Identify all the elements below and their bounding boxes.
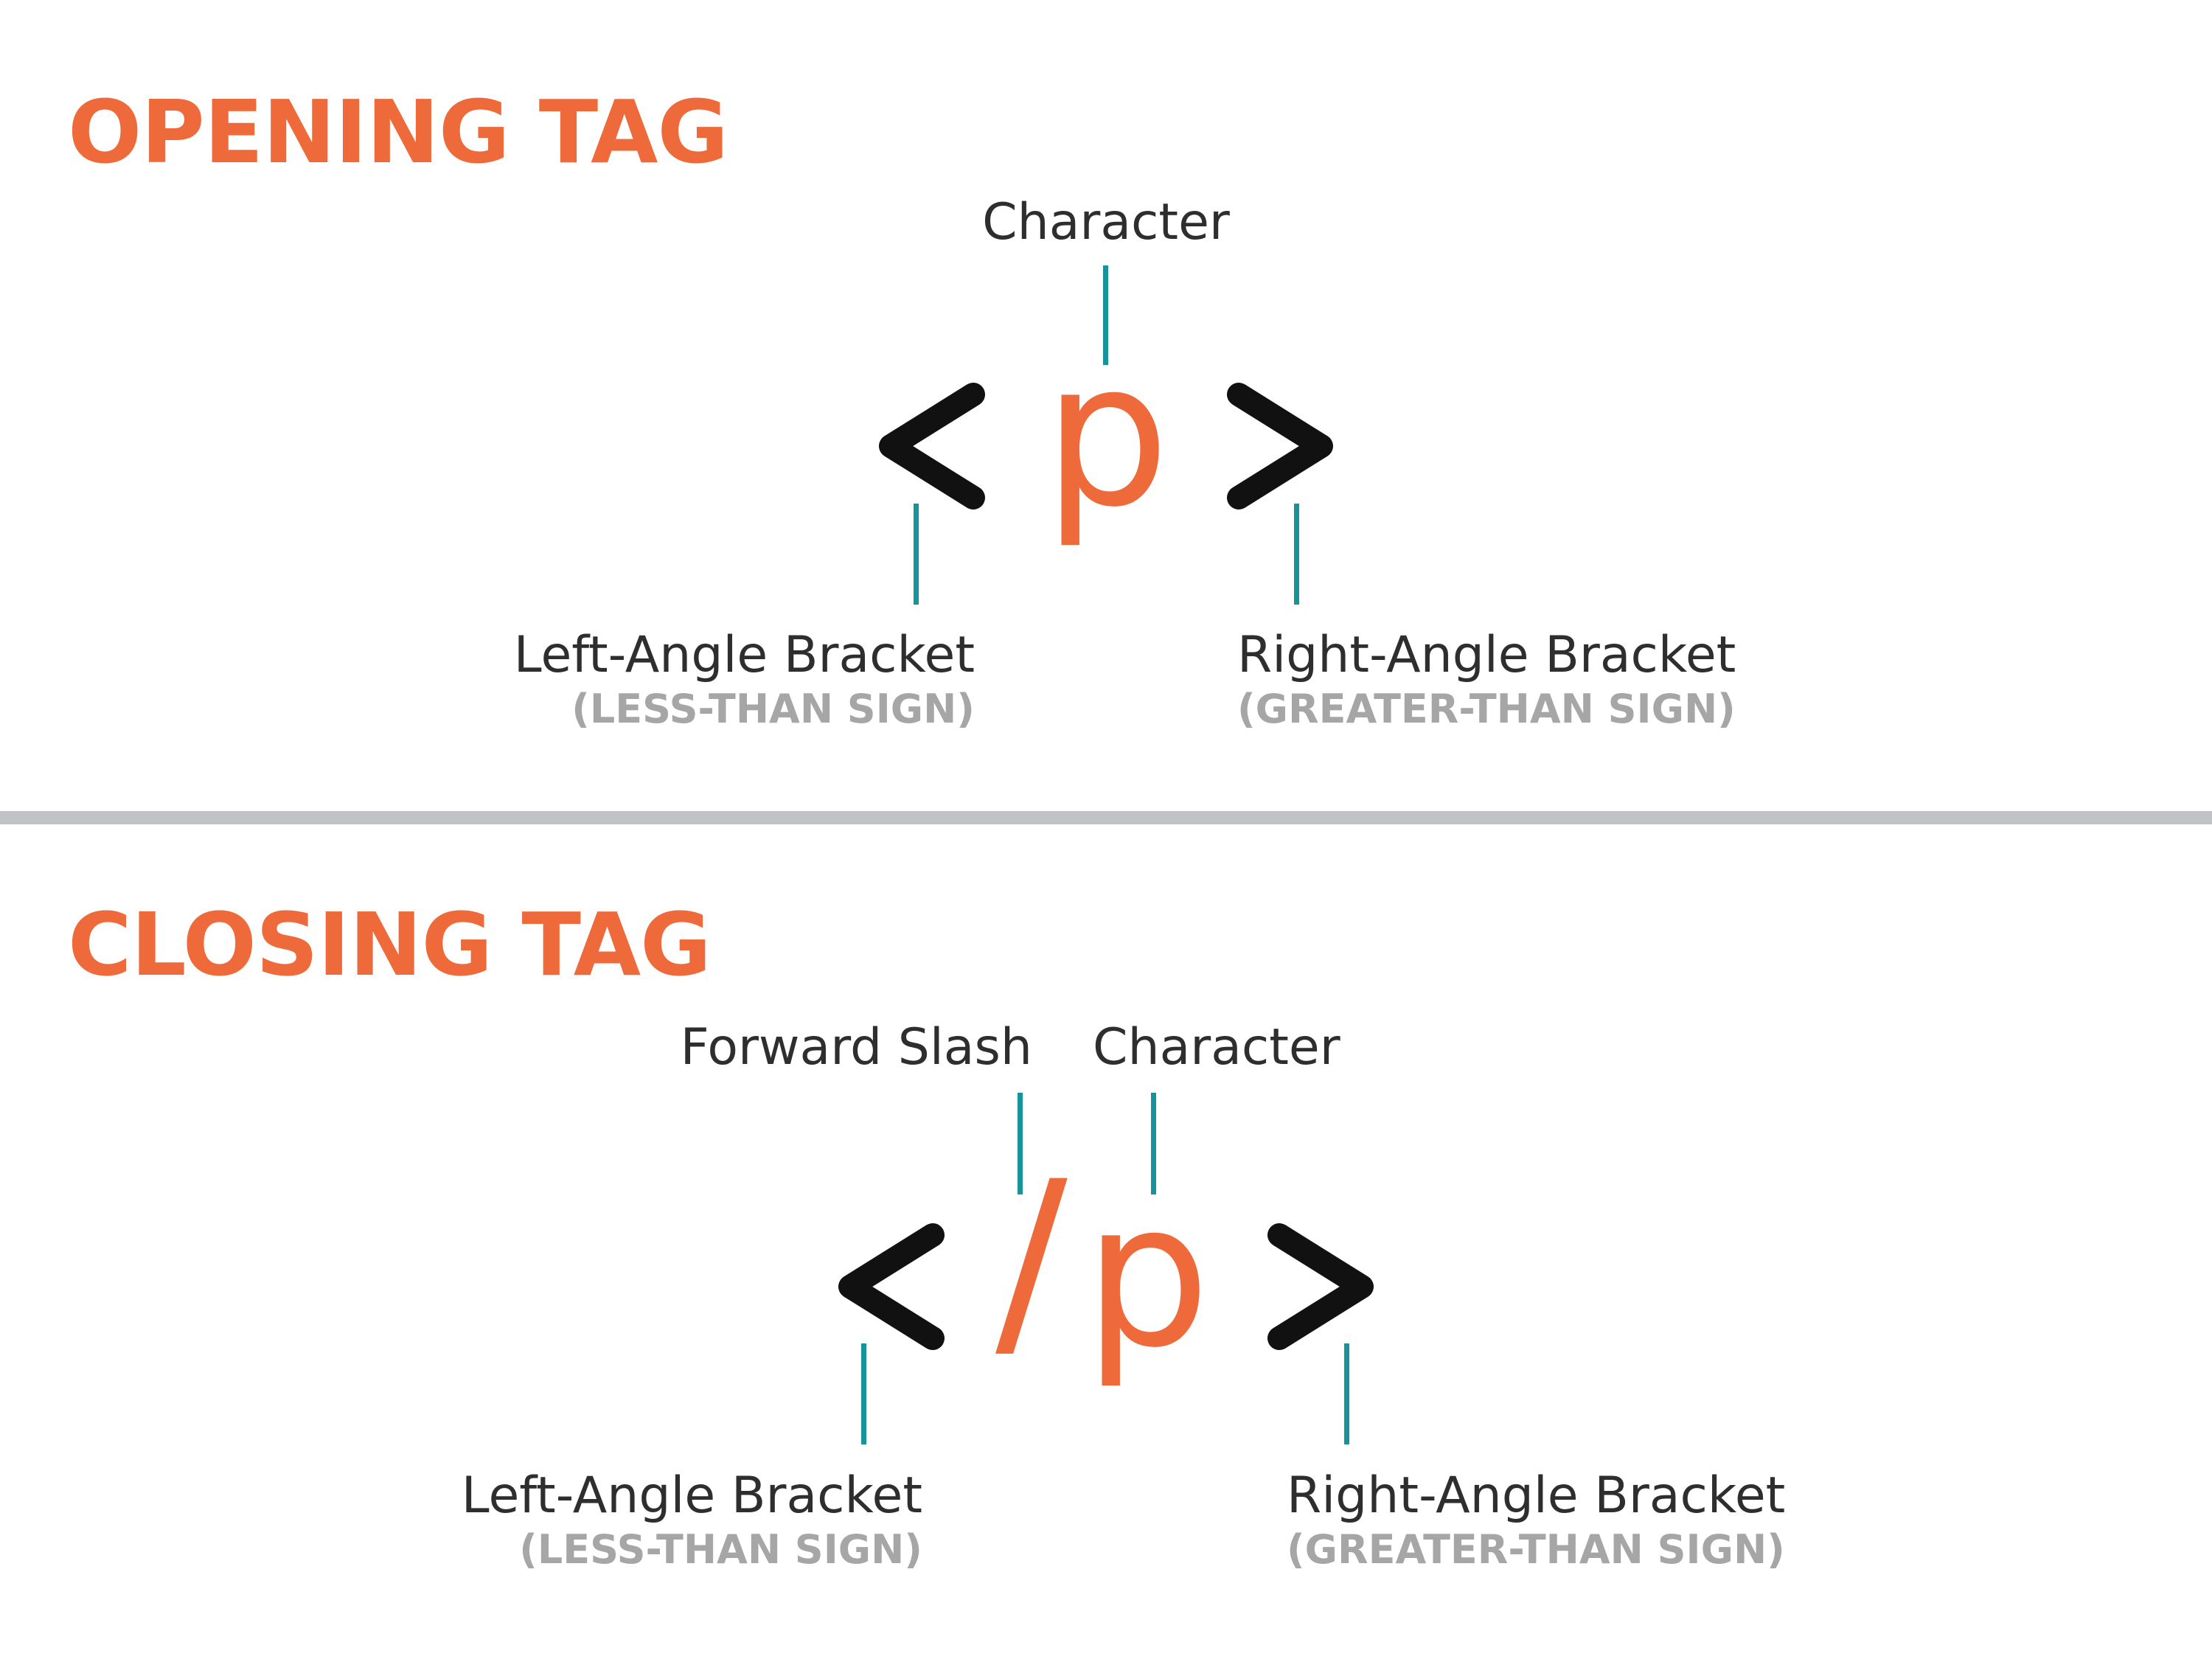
closing-character-label: Character	[1093, 1018, 1340, 1077]
opening-right-bracket-note: (GREATER-THAN SIGN)	[1237, 686, 1736, 732]
closing-right-bracket-connector	[1344, 1343, 1349, 1444]
closing-right-bracket-note: (GREATER-THAN SIGN)	[1287, 1526, 1785, 1573]
closing-forward-slash-label: Forward Slash	[680, 1018, 1032, 1077]
closing-left-angle-bracket-glyph	[838, 1223, 945, 1350]
opening-character-label: Character	[982, 193, 1230, 251]
opening-left-angle-bracket-glyph	[879, 383, 985, 509]
closing-forward-slash-connector	[1018, 1093, 1023, 1194]
opening-right-bracket-label: Right-Angle Bracket	[1237, 626, 1736, 684]
opening-left-bracket-note: (LESS-THAN SIGN)	[571, 686, 975, 732]
closing-left-bracket-connector	[861, 1343, 866, 1444]
closing-forward-slash-glyph: /	[995, 1136, 1068, 1385]
opening-right-angle-bracket-glyph	[1227, 383, 1333, 509]
closing-right-bracket-label: Right-Angle Bracket	[1287, 1467, 1786, 1525]
closing-tag-title: CLOSING TAG	[68, 894, 712, 995]
opening-right-bracket-connector	[1294, 504, 1299, 605]
closing-left-bracket-label: Left-Angle Bracket	[461, 1467, 922, 1525]
closing-character-glyph: p	[1084, 1159, 1211, 1391]
opening-tag-title: OPENING TAG	[68, 81, 728, 183]
closing-character-connector	[1151, 1093, 1156, 1194]
opening-character-connector	[1103, 265, 1108, 365]
section-divider	[0, 811, 2212, 824]
opening-character-glyph: p	[1043, 319, 1170, 551]
opening-left-bracket-label: Left-Angle Bracket	[513, 626, 975, 684]
closing-right-angle-bracket-glyph	[1267, 1223, 1374, 1350]
opening-left-bracket-connector	[914, 504, 919, 605]
closing-left-bracket-note: (LESS-THAN SIGN)	[519, 1526, 922, 1573]
